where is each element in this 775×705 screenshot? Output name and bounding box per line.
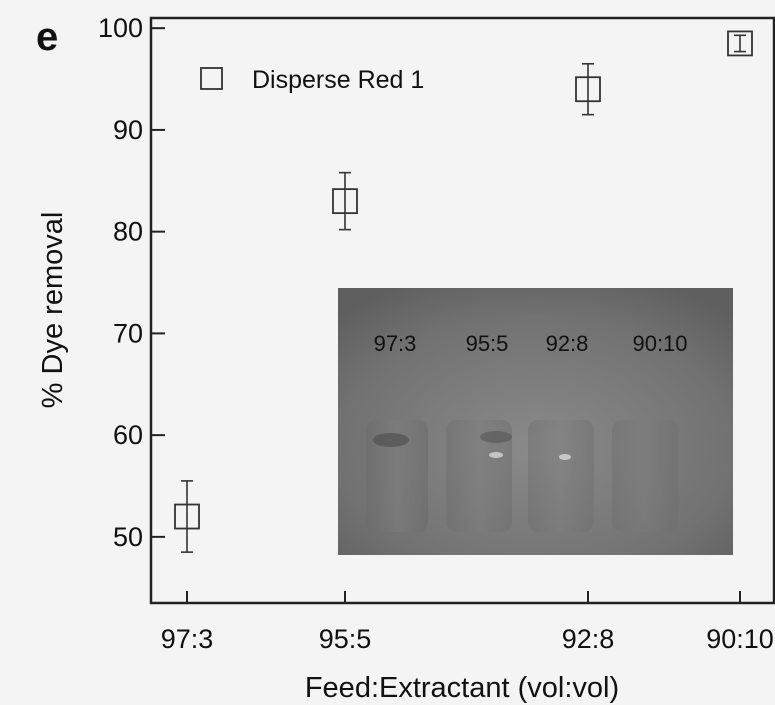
inset-label: 90:10 xyxy=(632,331,687,356)
panel-label: e xyxy=(36,15,58,59)
data-point xyxy=(333,173,357,230)
inset-highlight xyxy=(489,452,503,458)
inset-dye-layer xyxy=(480,431,512,443)
legend-label: Disperse Red 1 xyxy=(252,66,424,94)
y-tick-label: 50 xyxy=(113,522,143,552)
x-axis-title: Feed:Extractant (vol:vol) xyxy=(305,672,619,704)
y-tick-label: 60 xyxy=(113,420,143,450)
data-point xyxy=(576,64,600,115)
inset-label: 95:5 xyxy=(466,331,509,356)
inset-label: 97:3 xyxy=(374,331,417,356)
inset-dye-layer xyxy=(373,433,409,447)
inset-vial xyxy=(612,420,678,532)
x-tick-label: 90:10 xyxy=(706,624,774,654)
y-tick-label: 100 xyxy=(98,13,143,43)
inset-highlight xyxy=(559,454,571,460)
x-axis: 97:3 95:5 92:8 90:10 xyxy=(161,591,774,654)
y-tick-label: 70 xyxy=(113,318,143,348)
legend-marker xyxy=(201,68,222,89)
x-tick-label: 97:3 xyxy=(161,624,214,654)
y-axis: 50 60 70 80 90 100 xyxy=(98,13,165,552)
y-tick-label: 80 xyxy=(113,217,143,247)
y-tick-label: 90 xyxy=(113,115,143,145)
y-axis-title: % Dye removal xyxy=(37,212,69,409)
data-point xyxy=(175,481,199,552)
legend: Disperse Red 1 xyxy=(201,66,424,94)
inset-vial xyxy=(528,420,594,532)
x-tick-label: 95:5 xyxy=(319,624,372,654)
inset-photo: 97:3 95:5 92:8 90:10 xyxy=(338,288,733,555)
x-tick-label: 92:8 xyxy=(562,624,615,654)
inset-label: 92:8 xyxy=(546,331,589,356)
data-point xyxy=(728,31,752,55)
